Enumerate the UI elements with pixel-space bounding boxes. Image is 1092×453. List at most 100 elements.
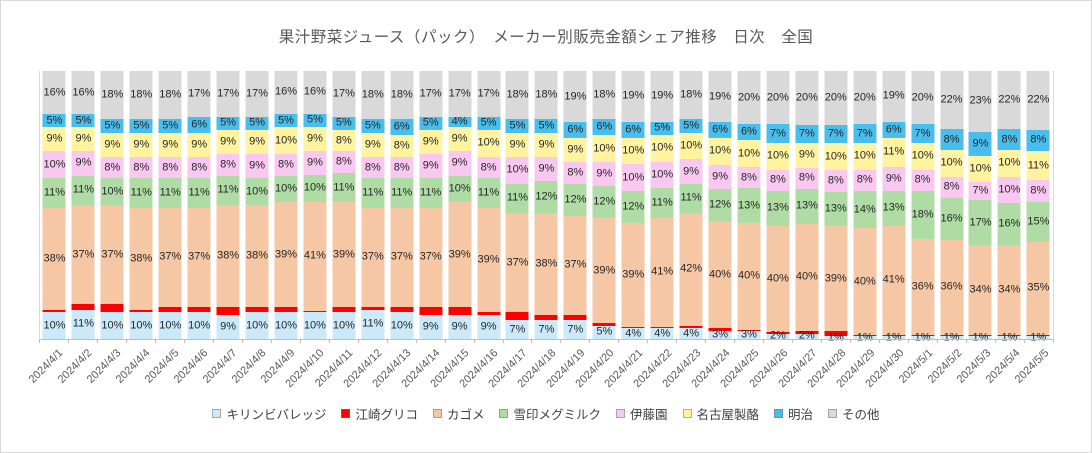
axis-tick <box>793 340 823 343</box>
data-label-kagome: 39% <box>593 264 616 277</box>
data-label-yukijirushi-megmilk: 10% <box>246 185 269 198</box>
segment-itoen: 8% <box>737 167 761 189</box>
segment-itoen: 9% <box>245 154 269 179</box>
data-label-itoen: 8% <box>914 173 931 186</box>
segment-kirin-beverage: 10% <box>129 312 153 339</box>
segment-nagoya-seiraku: 10% <box>853 143 877 170</box>
data-label-kagome: 42% <box>680 262 703 275</box>
data-label-nagoya-seiraku: 8% <box>393 139 410 152</box>
data-label-meiji: 5% <box>249 116 265 129</box>
segment-itoen: 9% <box>71 151 95 176</box>
segment-kirin-beverage: 10% <box>274 312 298 339</box>
segment-nagoya-seiraku: 9% <box>303 127 327 152</box>
segment-itoen: 7% <box>968 181 992 201</box>
axis-tick <box>590 340 620 343</box>
segment-ezaki-glico <box>737 329 761 332</box>
segment-kirin-beverage: 10% <box>187 312 211 339</box>
data-label-yukijirushi-megmilk: 12% <box>593 195 616 208</box>
segment-others: 18% <box>534 71 558 120</box>
segment-yukijirushi-megmilk: 16% <box>940 197 964 240</box>
data-label-itoen: 8% <box>1030 184 1047 197</box>
segment-yukijirushi-megmilk: 18% <box>911 190 935 239</box>
segment-kirin-beverage: 4% <box>621 328 645 339</box>
segment-kagome: 37% <box>158 207 182 307</box>
segment-nagoya-seiraku: 9% <box>216 130 240 155</box>
segment-nagoya-seiraku: 8% <box>332 129 356 152</box>
data-label-meiji: 6% <box>885 123 902 136</box>
data-label-itoen: 8% <box>364 161 381 174</box>
segment-others: 17% <box>332 71 356 117</box>
data-label-meiji: 5% <box>278 114 294 127</box>
bar-stack: 7% 37% 12% 8% 9% 6% 19% <box>563 71 587 339</box>
data-label-yukijirushi-megmilk: 11% <box>43 186 66 199</box>
data-label-others: 17% <box>217 87 240 100</box>
data-label-kirin-beverage: 7% <box>509 323 526 336</box>
data-label-meiji: 6% <box>625 123 642 136</box>
segment-meiji: 7% <box>766 124 790 144</box>
segment-kagome: 40% <box>853 228 877 335</box>
data-label-others: 20% <box>853 91 876 104</box>
axis-tick <box>648 340 678 343</box>
segment-itoen: 8% <box>824 170 848 192</box>
segment-itoen: 9% <box>419 154 443 179</box>
segment-yukijirushi-megmilk: 12% <box>563 183 587 216</box>
segment-others: 19% <box>563 71 587 122</box>
data-label-meiji: 5% <box>538 119 555 132</box>
data-label-meiji: 6% <box>712 123 728 136</box>
segment-nagoya-seiraku: 10% <box>737 140 761 167</box>
segment-yukijirushi-megmilk: 11% <box>71 175 95 206</box>
data-label-yukijirushi-megmilk: 10% <box>274 182 297 195</box>
bar-stack: 9% 39% 10% 9% 9% 4% 17% <box>448 71 472 339</box>
data-label-nagoya-seiraku: 10% <box>477 136 500 149</box>
data-label-yukijirushi-megmilk: 14% <box>853 203 876 216</box>
legend-marker-meiji <box>774 409 784 418</box>
segment-nagoya-seiraku: 11% <box>882 137 906 167</box>
segment-kagome: 40% <box>737 222 761 330</box>
segment-kirin-beverage: 10% <box>158 312 182 339</box>
axis-tick <box>272 340 301 343</box>
data-label-kagome: 37% <box>72 248 95 261</box>
segment-meiji: 6% <box>882 121 906 138</box>
data-label-others: 22% <box>998 93 1021 106</box>
segment-nagoya-seiraku: 9% <box>187 132 211 157</box>
segment-kagome: 38% <box>216 205 240 307</box>
segment-ezaki-glico <box>824 330 848 337</box>
segment-kagome: 37% <box>100 205 124 305</box>
segment-kagome: 39% <box>448 202 472 307</box>
data-label-nagoya-seiraku: 9% <box>538 138 555 151</box>
segment-kagome: 39% <box>274 202 298 307</box>
segment-meiji: 5% <box>303 113 327 128</box>
data-label-others: 17% <box>332 87 355 100</box>
segment-kagome: 41% <box>882 225 906 335</box>
segment-nagoya-seiraku: 9% <box>158 132 182 157</box>
axis-tick <box>619 340 649 343</box>
data-label-itoen: 8% <box>104 161 121 173</box>
segment-meiji: 5% <box>42 113 66 128</box>
segment-meiji: 5% <box>505 119 529 133</box>
bar-stack: 10% 38% 10% 9% 9% 5% 17% <box>245 71 269 339</box>
segment-others: 17% <box>419 71 443 117</box>
bar-2024/4/24: 3% 40% 12% 9% 10% 6% 19% <box>706 71 735 340</box>
segment-meiji: 8% <box>940 129 964 151</box>
data-label-yukijirushi-megmilk: 11% <box>188 186 210 199</box>
bar-2024/4/27: 2% 40% 13% 8% 9% 7% 20% <box>792 71 821 341</box>
segment-meiji: 5% <box>129 119 153 133</box>
segment-meiji: 6% <box>708 121 732 139</box>
data-label-kagome: 36% <box>940 280 963 293</box>
data-label-others: 16% <box>43 86 66 98</box>
data-label-itoen: 8% <box>943 180 960 193</box>
segment-yukijirushi-megmilk: 10% <box>448 175 472 203</box>
data-label-yukijirushi-megmilk: 16% <box>998 217 1021 230</box>
data-label-kirin-beverage: 10% <box>101 319 124 332</box>
data-label-others: 18% <box>159 88 182 101</box>
segment-yukijirushi-megmilk: 12% <box>708 188 732 222</box>
legend-label-ezaki-glico: 江崎グリコ <box>355 408 418 422</box>
segment-yukijirushi-megmilk: 15% <box>1026 201 1050 242</box>
data-label-kagome: 40% <box>853 275 876 288</box>
data-label-kagome: 37% <box>361 250 384 263</box>
data-label-yukijirushi-megmilk: 13% <box>795 199 818 212</box>
bar-stack: 1% 36% 16% 8% 10% 8% 22% <box>940 71 964 343</box>
segment-others: 18% <box>158 71 182 120</box>
segment-ezaki-glico <box>216 306 240 315</box>
segment-ezaki-glico <box>766 332 790 334</box>
